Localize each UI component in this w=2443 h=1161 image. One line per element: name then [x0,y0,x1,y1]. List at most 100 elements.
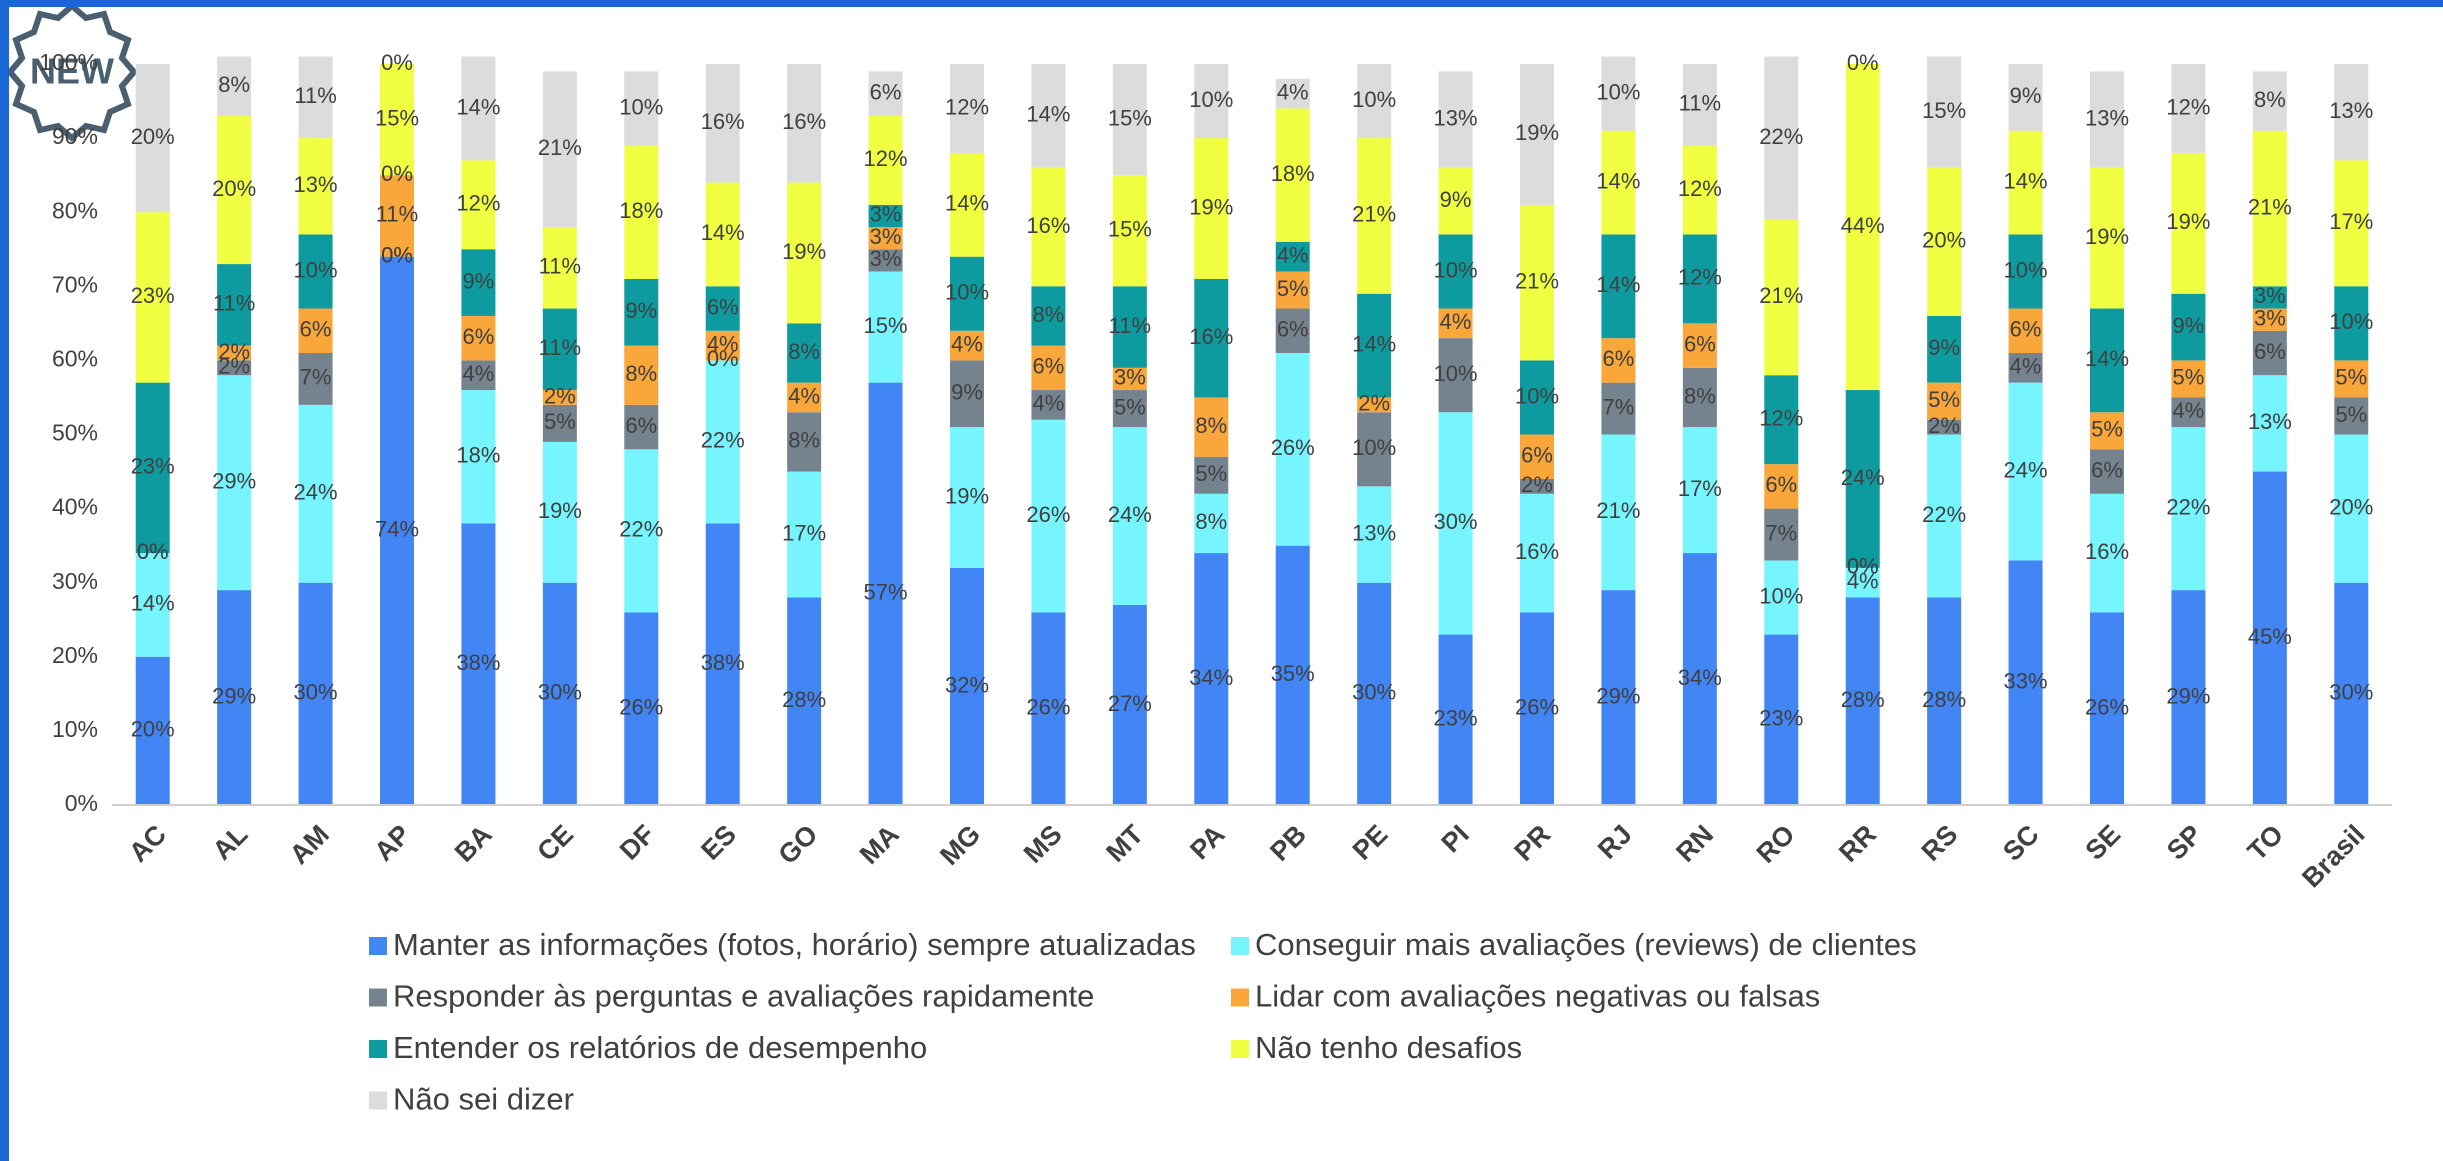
data-label: 3% [870,246,902,271]
data-label: 12% [456,191,500,216]
bar-segment [135,382,170,554]
bar-segment [950,427,984,568]
bar-segment [705,182,740,287]
data-label: 45% [2248,624,2292,649]
bar-segment [2334,360,2369,398]
legend-swatch [1231,1040,1249,1058]
bar-segment [1682,427,1717,554]
data-label: 5% [1928,387,1960,412]
x-tick-label: ES [695,819,742,866]
y-tick-label: 70% [52,271,98,297]
bar-segment [2171,360,2206,398]
bar-segment [1357,412,1392,487]
data-label: 5% [1277,276,1309,301]
data-label: 13% [1434,105,1478,130]
data-label: 2% [1358,391,1390,416]
data-label: 22% [619,517,663,542]
data-label: 17% [1678,476,1722,501]
data-label: 10% [2004,257,2048,282]
bar-segment [1845,597,1880,805]
x-tick-label: AP [369,819,417,867]
bar-segment [217,590,252,805]
bar-segment [298,352,333,405]
bar-segment [1275,308,1310,353]
data-label: 74% [375,517,419,542]
data-label: 6% [463,324,495,349]
x-tick-label: MS [1018,819,1068,869]
data-label: 14% [1596,272,1640,297]
data-label: 6% [707,294,739,319]
data-label: 21% [2248,194,2292,219]
bar-segment [542,390,577,405]
bar-segment [2252,286,2287,309]
data-label: 5% [544,409,576,434]
bar-segment [950,330,984,361]
data-label: 23% [131,454,175,479]
bar-segment [624,145,659,279]
bar-segment [1438,167,1473,235]
bar-segment [787,323,822,383]
bar-segment [1927,315,1962,383]
badge-text: NEW [30,51,114,92]
bar-segment [1927,167,1962,316]
x-tick-label: RR [1833,819,1882,868]
bar-segment [461,315,496,361]
bar-segment [542,582,577,805]
data-label: 8% [1684,383,1716,408]
data-label: 30% [2329,680,2373,705]
x-tick-label: Brasil [2296,819,2370,893]
x-tick-label: PB [1264,819,1312,867]
bar-segment [1438,634,1473,805]
bar-segment [2252,471,2287,805]
data-label: 16% [782,109,826,134]
bar-segment [2252,375,2287,472]
data-label: 57% [864,580,908,605]
bar-segment [1031,286,1066,346]
data-label: 0% [137,539,169,564]
data-label: 12% [1678,176,1722,201]
badge: NEW [6,2,138,142]
data-label: 10% [2329,309,2373,334]
data-label: 19% [1189,194,1233,219]
legend-label: Entender os relatórios de desempenho [393,1030,927,1065]
data-label: 6% [870,79,902,104]
data-label: 8% [218,72,250,97]
bar-segment [868,249,903,272]
bar-segment [868,227,903,250]
data-label: 28% [782,687,826,712]
data-label: 15% [375,105,419,130]
bar-segment [787,182,822,324]
bar-segment [217,115,252,265]
bar-segment [624,345,659,405]
y-tick-label: 20% [52,642,98,668]
bar-segment [624,404,659,450]
bar-segment [2252,71,2287,131]
bar-segment [1275,271,1310,309]
bar-segment [1438,412,1473,635]
bar-segment [2334,64,2369,161]
y-tick-label: 50% [52,420,98,446]
bar-segment [1682,323,1717,368]
bar-segment [1112,427,1147,605]
data-label: 5% [2091,417,2123,442]
legend-label: Conseguir mais avaliações (reviews) de c… [1255,927,1917,962]
data-label: 16% [1026,213,1070,238]
bar-segment [1682,64,1717,146]
bar-segment [1845,390,1880,568]
data-label: 4% [1033,391,1065,416]
bar-segment [624,449,659,613]
bar-segment [950,360,984,428]
data-label: 0% [381,50,413,75]
data-label: 6% [625,413,657,438]
x-tick-label: DF [614,819,661,866]
x-tick-label: PE [1347,819,1394,866]
legend-label: Não tenho desafios [1255,1030,1522,1065]
data-label: 9% [1928,335,1960,360]
data-label: 15% [1108,217,1152,242]
bar-segment [1275,108,1310,242]
x-tick-label: CE [531,819,579,867]
data-label: 4% [951,331,983,356]
data-label: 0% [137,539,169,564]
data-label: 20% [2329,494,2373,519]
bar-segment [1845,567,1880,598]
